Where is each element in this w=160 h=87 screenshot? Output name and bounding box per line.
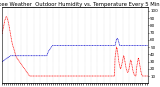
Title: Milwaukee Weather  Outdoor Humidity vs. Temperature Every 5 Minutes: Milwaukee Weather Outdoor Humidity vs. T… bbox=[0, 2, 160, 7]
